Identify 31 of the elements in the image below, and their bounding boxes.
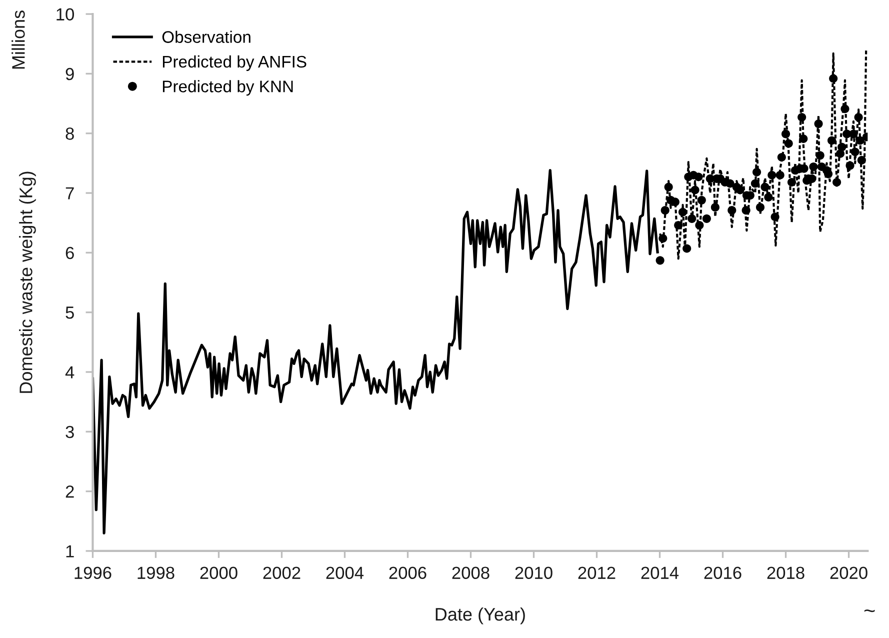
x-tick-label: 2006	[389, 566, 426, 580]
y-tick-label: 3	[66, 426, 74, 438]
y-tick-label: 1	[66, 545, 74, 558]
y-tick-label: 6	[66, 246, 74, 260]
legend-label: Predicted by ANFIS	[162, 55, 306, 71]
x-tick-label: 2018	[767, 566, 804, 580]
y-tick-label: 10	[56, 8, 74, 20]
x-tick-label: 2008	[452, 566, 490, 580]
y-tick-label: 9	[66, 68, 74, 80]
x-tick-label: 2004	[326, 566, 364, 580]
y-axis-title: Domestic waste weight (Kg)	[19, 172, 36, 393]
text: Millions	[12, 10, 25, 69]
legend-label: Predicted by KNN	[162, 80, 293, 96]
x-tick-label: 2002	[263, 566, 300, 580]
x-tick-label: 2016	[704, 566, 742, 580]
x-tick-label: 2010	[515, 566, 552, 580]
x-axis-title: Date (Year)	[436, 607, 525, 624]
x-tick-label: 2000	[200, 566, 238, 580]
y-tick-label: 8	[66, 128, 74, 140]
text: ~	[864, 610, 875, 612]
y-tick-label: 4	[65, 366, 74, 378]
x-tick-label: 1996	[74, 566, 112, 580]
line-series	[659, 49, 868, 260]
x-tick-label: 2020	[830, 566, 868, 580]
legend-label: Observation	[162, 30, 250, 43]
x-tick-label: 2014	[641, 566, 679, 580]
x-tick-label: 2012	[578, 566, 616, 580]
y-tick-label: 2	[66, 485, 74, 498]
y-tick-label: 7	[66, 187, 74, 200]
x-tick-label: 1998	[138, 566, 174, 580]
y-tick-label: 5	[66, 306, 74, 319]
